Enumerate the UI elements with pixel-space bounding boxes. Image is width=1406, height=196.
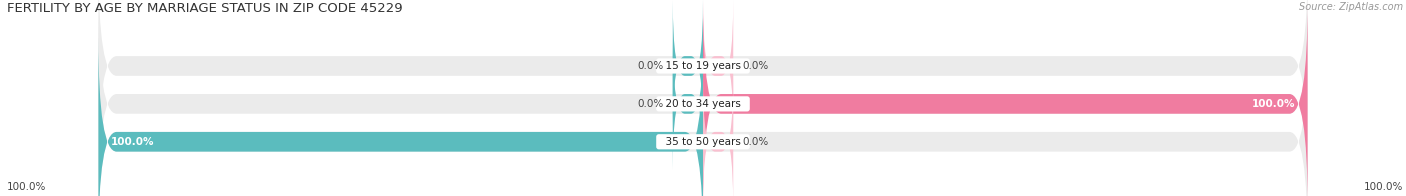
FancyBboxPatch shape <box>98 0 1308 196</box>
Text: 100.0%: 100.0% <box>1364 182 1403 192</box>
Text: 20 to 34 years: 20 to 34 years <box>659 99 747 109</box>
FancyBboxPatch shape <box>672 0 703 132</box>
Text: 15 to 19 years: 15 to 19 years <box>659 61 747 71</box>
FancyBboxPatch shape <box>672 38 703 170</box>
Text: 35 to 50 years: 35 to 50 years <box>659 137 747 147</box>
Text: 100.0%: 100.0% <box>1251 99 1295 109</box>
FancyBboxPatch shape <box>703 0 1308 196</box>
Text: 100.0%: 100.0% <box>7 182 46 192</box>
FancyBboxPatch shape <box>98 38 703 196</box>
Text: FERTILITY BY AGE BY MARRIAGE STATUS IN ZIP CODE 45229: FERTILITY BY AGE BY MARRIAGE STATUS IN Z… <box>7 2 402 15</box>
Text: 0.0%: 0.0% <box>637 99 664 109</box>
FancyBboxPatch shape <box>98 0 1308 170</box>
Text: Source: ZipAtlas.com: Source: ZipAtlas.com <box>1299 2 1403 12</box>
Text: 0.0%: 0.0% <box>742 137 769 147</box>
Text: 0.0%: 0.0% <box>637 61 664 71</box>
FancyBboxPatch shape <box>703 0 734 132</box>
FancyBboxPatch shape <box>98 38 1308 196</box>
Text: 100.0%: 100.0% <box>111 137 155 147</box>
Text: 0.0%: 0.0% <box>742 61 769 71</box>
FancyBboxPatch shape <box>703 76 734 196</box>
